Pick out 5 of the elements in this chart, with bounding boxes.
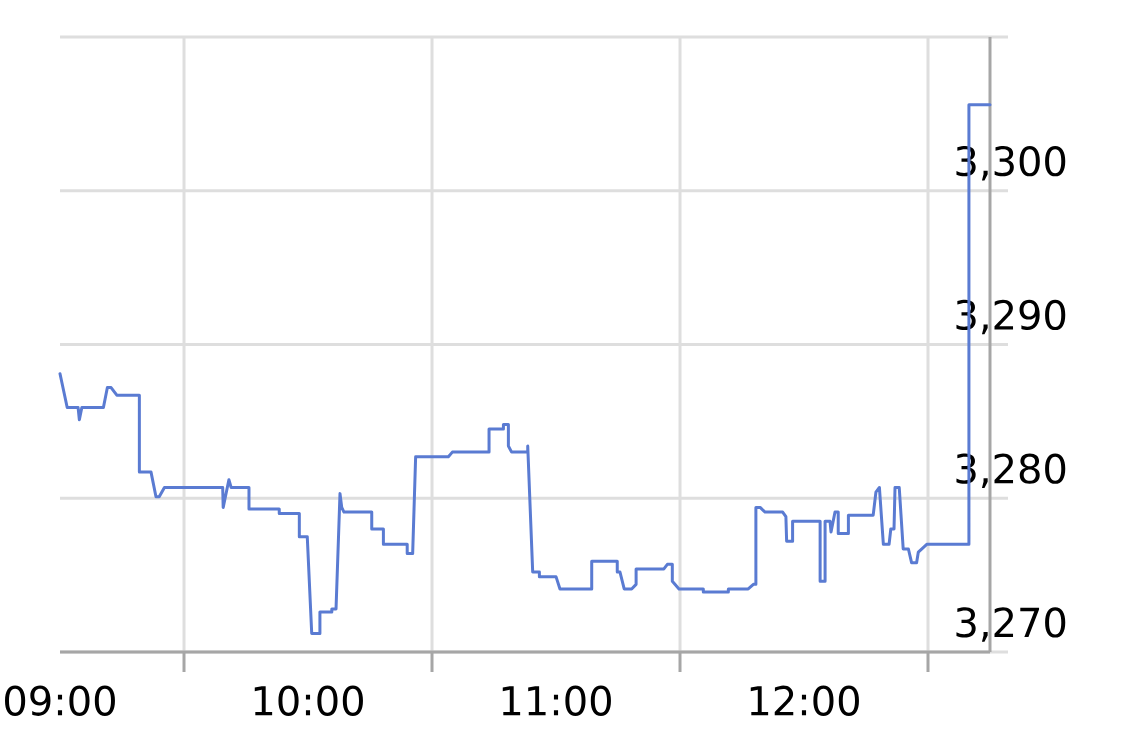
- y-tick-label: 3,270: [956, 607, 1066, 642]
- x-tick-label: 10:00: [254, 685, 363, 716]
- x-tick-label: 11:00: [502, 685, 611, 716]
- x-tick-label: 09:00: [5, 685, 115, 716]
- x-tick-label: 12:00: [750, 685, 859, 716]
